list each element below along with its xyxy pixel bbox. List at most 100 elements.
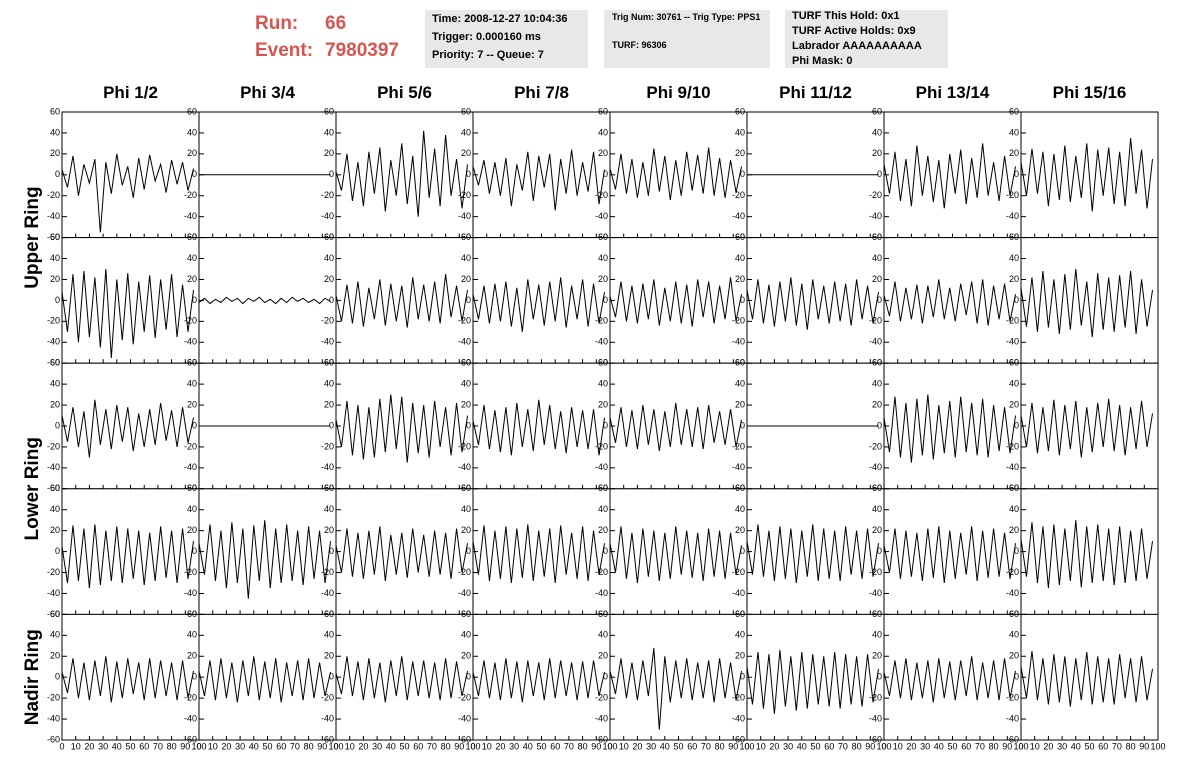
waveform — [746, 524, 880, 584]
y-tick-label: 0 — [1014, 295, 1019, 305]
panel: -60 -40 -20 0 20 40 60 — [47, 358, 200, 493]
y-tick-label: -60 — [595, 734, 608, 744]
x-tick-label: 30 — [1057, 741, 1067, 751]
waveform — [1020, 650, 1154, 707]
y-tick-label: -60 — [458, 483, 471, 493]
y-tick-label: 40 — [735, 127, 745, 137]
y-tick-label: 40 — [872, 630, 882, 640]
y-tick-label: 0 — [192, 546, 197, 556]
y-tick-label: 60 — [1009, 609, 1019, 619]
x-tick-label: 50 — [399, 741, 409, 751]
y-tick-label: 0 — [740, 672, 745, 682]
x-tick-label: 90 — [1139, 741, 1149, 751]
y-tick-label: 60 — [598, 483, 608, 493]
y-tick-label: 60 — [50, 232, 60, 242]
y-tick-label: 20 — [50, 525, 60, 535]
panel: -60 -40 -20 0 20 40 60 — [184, 232, 337, 368]
y-tick-label: -60 — [47, 734, 60, 744]
y-tick-label: -20 — [732, 567, 745, 577]
y-tick-label: 0 — [603, 295, 608, 305]
y-tick-label: -40 — [321, 462, 334, 472]
x-tick-label: 20 — [632, 741, 642, 751]
y-tick-label: -20 — [321, 190, 334, 200]
y-tick-label: 60 — [872, 106, 882, 116]
y-tick-label: 40 — [187, 379, 197, 389]
ring-label: Lower Ring — [22, 437, 43, 540]
x-tick-label: 0 — [59, 741, 64, 751]
panel: -60 -40 -20 0 20 40 60 — [321, 483, 474, 619]
y-tick-label: 20 — [598, 651, 608, 661]
y-tick-label: -60 — [732, 232, 745, 242]
panel: -60 -40 -20 0 20 40 60 — [595, 358, 748, 493]
x-tick-label: 0 — [881, 741, 886, 751]
y-tick-label: -40 — [869, 462, 882, 472]
y-tick-label: -40 — [184, 211, 197, 221]
y-tick-label: 20 — [872, 148, 882, 158]
y-tick-label: 60 — [1009, 483, 1019, 493]
y-tick-label: 20 — [50, 651, 60, 661]
x-tick-label: 90 — [865, 741, 875, 751]
y-tick-label: -40 — [869, 337, 882, 347]
y-tick-label: -20 — [458, 693, 471, 703]
x-tick-label: 40 — [523, 741, 533, 751]
column-header: Phi 5/6 — [377, 83, 432, 102]
y-tick-label: 60 — [735, 232, 745, 242]
y-tick-label: -40 — [321, 713, 334, 723]
waveform — [609, 402, 743, 452]
y-tick-label: -40 — [732, 713, 745, 723]
y-tick-label: -20 — [1006, 190, 1019, 200]
ring-label: Upper Ring — [22, 186, 43, 288]
x-tick-label: 100 — [191, 741, 206, 751]
waveform — [609, 526, 743, 584]
y-tick-label: 40 — [187, 504, 197, 514]
y-tick-label: -20 — [869, 190, 882, 200]
y-tick-label: 60 — [50, 106, 60, 116]
y-tick-label: -60 — [47, 358, 60, 368]
x-tick-label: 70 — [290, 741, 300, 751]
y-tick-label: -40 — [595, 462, 608, 472]
y-tick-label: 40 — [461, 253, 471, 263]
panel: -60 -40 -20 0 20 40 60 — [321, 106, 474, 242]
y-tick-label: 40 — [1009, 379, 1019, 389]
waveform — [198, 520, 332, 599]
y-tick-label: 60 — [50, 609, 60, 619]
x-tick-label: 10 — [619, 741, 629, 751]
y-tick-label: -60 — [869, 483, 882, 493]
y-tick-label: 40 — [187, 253, 197, 263]
y-tick-label: 40 — [324, 127, 334, 137]
y-tick-label: 20 — [50, 148, 60, 158]
y-tick-label: -60 — [47, 232, 60, 242]
waveform — [609, 147, 743, 200]
y-tick-label: 40 — [598, 127, 608, 137]
y-tick-label: -40 — [321, 588, 334, 598]
y-tick-label: -40 — [1006, 713, 1019, 723]
waveform — [883, 279, 1017, 326]
y-tick-label: 60 — [598, 106, 608, 116]
y-tick-label: 60 — [735, 106, 745, 116]
y-tick-label: -60 — [1006, 483, 1019, 493]
panel: -60 -40 -20 0 20 40 60 — [321, 358, 474, 493]
waveform — [472, 277, 606, 332]
y-tick-label: -60 — [321, 232, 334, 242]
y-tick-label: 0 — [466, 295, 471, 305]
info-line: Labrador AAAAAAAAAA — [792, 40, 922, 52]
x-tick-label: 40 — [386, 741, 396, 751]
x-tick-label: 10 — [893, 741, 903, 751]
y-tick-label: 40 — [187, 127, 197, 137]
panel: -60 -40 -20 0 20 40 60 — [1006, 358, 1159, 493]
y-tick-label: -60 — [869, 358, 882, 368]
x-tick-label: 60 — [413, 741, 423, 751]
column-header: Phi 1/2 — [103, 83, 158, 102]
waveform — [1020, 268, 1154, 338]
y-tick-label: -20 — [595, 316, 608, 326]
y-tick-label: 40 — [735, 504, 745, 514]
waveform — [1020, 398, 1154, 458]
y-tick-label: -20 — [184, 190, 197, 200]
x-tick-label: 50 — [810, 741, 820, 751]
x-tick-label: 80 — [989, 741, 999, 751]
y-tick-label: -60 — [321, 609, 334, 619]
x-tick-label: 30 — [646, 741, 656, 751]
panel: -60 -40 -20 0 20 40 60 — [47, 483, 200, 619]
y-tick-label: -40 — [1006, 211, 1019, 221]
